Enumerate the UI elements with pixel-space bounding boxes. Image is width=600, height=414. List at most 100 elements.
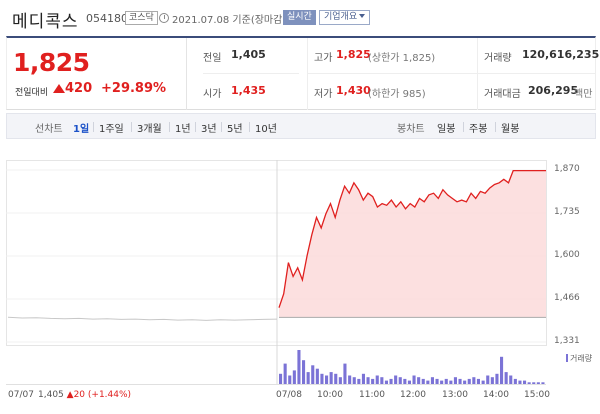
volume-bar xyxy=(329,372,333,384)
change-label: 전일대비 xyxy=(15,88,49,98)
x-tick-label: 12:00 xyxy=(400,390,426,400)
volume-bar xyxy=(403,378,407,384)
volume-bar xyxy=(453,377,457,384)
tab-weekly[interactable]: 주봉 xyxy=(469,124,488,135)
prev-close-cell: 전일 1,405 xyxy=(203,38,299,74)
tab-3y[interactable]: 3년 xyxy=(201,124,217,135)
volume-bar xyxy=(536,382,540,384)
quote-panel: 1,825 전일대비 420 +29.89% 전일 1,405 시가 1,435… xyxy=(6,36,599,110)
x-tick-label: 10:00 xyxy=(317,390,343,400)
volume-legend-label: 거래량 xyxy=(570,354,593,363)
today-series-line xyxy=(278,169,546,308)
as-of-date: 2021.07.08 기준(장마감) xyxy=(172,15,287,26)
prev-day-pct: (+1.44%) xyxy=(87,390,132,400)
volume-bar xyxy=(283,363,287,384)
volume-bar xyxy=(348,375,352,384)
volume-bar xyxy=(523,380,527,384)
tab-3m[interactable]: 3개월 xyxy=(137,124,162,135)
stock-code: 054180 xyxy=(86,12,128,25)
volume-label: 거래량 xyxy=(484,53,512,64)
tab-5y[interactable]: 5년 xyxy=(227,124,243,135)
volume-bar xyxy=(495,373,499,384)
volume-bar xyxy=(541,382,545,384)
amount-label: 거래대금 xyxy=(484,89,521,100)
volume-legend: 거래량 xyxy=(566,353,592,364)
open-value: 1,435 xyxy=(231,84,266,97)
upper-limit: (상한가 1,825) xyxy=(368,53,436,64)
volume-bar xyxy=(334,373,338,384)
volume-bar xyxy=(389,378,393,384)
volume-bar xyxy=(430,377,434,384)
volume-bar xyxy=(357,378,361,384)
tab-10y[interactable]: 10년 xyxy=(255,124,277,135)
volume-bar xyxy=(449,380,453,384)
price-area: 1,825 전일대비 420 +29.89% xyxy=(7,38,187,110)
line-chart-title: 선차트 xyxy=(35,124,63,135)
prev-day-change: 20 xyxy=(73,390,86,400)
volume-bar xyxy=(297,350,301,384)
volume-bar xyxy=(476,378,480,384)
tab-monthly[interactable]: 월봉 xyxy=(501,124,520,135)
stock-header: 메디콕스 054180 코스닥 2021.07.08 기준(장마감) 실시간 기… xyxy=(0,0,600,36)
volume-bar xyxy=(407,380,411,384)
price-chart-svg xyxy=(6,160,547,385)
open-label: 시가 xyxy=(203,89,222,100)
volume-bar xyxy=(352,377,356,384)
volume-bar xyxy=(444,378,448,384)
volume-cell: 거래량 120,616,235 xyxy=(477,38,599,74)
prev-day-summary: 1,405 ▲20 (+1.44%) xyxy=(38,390,131,400)
volume-bar xyxy=(398,377,402,384)
volume-bar xyxy=(490,377,494,384)
realtime-button[interactable]: 실시간 xyxy=(283,10,316,25)
volume-bar xyxy=(311,365,315,384)
y-tick-label: 1,331 xyxy=(554,336,580,346)
volume-bar xyxy=(518,380,522,384)
high-value: 1,825 xyxy=(336,48,371,61)
price-chart: 1,870 1,735 1,600 1,466 1,331 거래량 07/07 … xyxy=(6,152,596,414)
company-overview-button[interactable]: 기업개요 xyxy=(319,10,371,25)
tab-daily[interactable]: 일봉 xyxy=(437,124,456,135)
change-value: 420 xyxy=(65,81,93,96)
volume-bar xyxy=(361,373,365,384)
volume-bar xyxy=(486,375,490,384)
x-tick-label: 13:00 xyxy=(442,390,468,400)
low-cell: 저가 1,430 (하한가 985) xyxy=(307,74,477,110)
amount-cell: 거래대금 206,295 백만 xyxy=(477,74,595,110)
prev-close-label: 전일 xyxy=(203,53,222,64)
high-label: 고가 xyxy=(314,53,333,64)
x-tick-label: 14:00 xyxy=(483,390,509,400)
open-cell: 시가 1,435 xyxy=(203,74,299,110)
tab-1w[interactable]: 1주일 xyxy=(99,124,124,135)
prev-day-close: 1,405 xyxy=(38,390,64,400)
y-tick-label: 1,600 xyxy=(554,250,580,260)
volume-bar xyxy=(315,368,319,384)
volume-bar xyxy=(366,377,370,384)
chevron-down-icon xyxy=(359,14,366,18)
volume-bar xyxy=(426,380,430,384)
volume-bar xyxy=(384,380,388,384)
volume-bar xyxy=(532,382,536,384)
x-tick-prev-day: 07/07 xyxy=(8,390,34,400)
tab-1d[interactable]: 1일 xyxy=(73,124,90,135)
volume-bar xyxy=(527,382,531,384)
prev-day-up-icon: ▲ xyxy=(66,390,74,400)
volume-bar xyxy=(343,363,347,384)
volume-bar xyxy=(288,375,292,384)
stock-name: 메디콕스 xyxy=(12,12,79,32)
x-tick-label: 11:00 xyxy=(359,390,385,400)
x-tick-label: 07/08 xyxy=(276,390,302,400)
volume-bar xyxy=(306,372,310,384)
volume-bar xyxy=(380,377,384,384)
volume-swatch xyxy=(566,354,568,362)
volume-bar xyxy=(435,378,439,384)
company-overview-label: 기업개요 xyxy=(324,12,358,22)
tab-1y[interactable]: 1년 xyxy=(175,124,191,135)
candle-chart-title: 봉차트 xyxy=(397,124,425,135)
volume-bar xyxy=(417,377,421,384)
lower-limit: (하한가 985) xyxy=(368,89,426,100)
up-arrow-icon xyxy=(53,84,65,93)
volume-bar xyxy=(394,375,398,384)
clock-icon xyxy=(159,13,169,23)
volume-bar xyxy=(500,356,504,384)
amount-unit: 백만 xyxy=(574,89,593,100)
